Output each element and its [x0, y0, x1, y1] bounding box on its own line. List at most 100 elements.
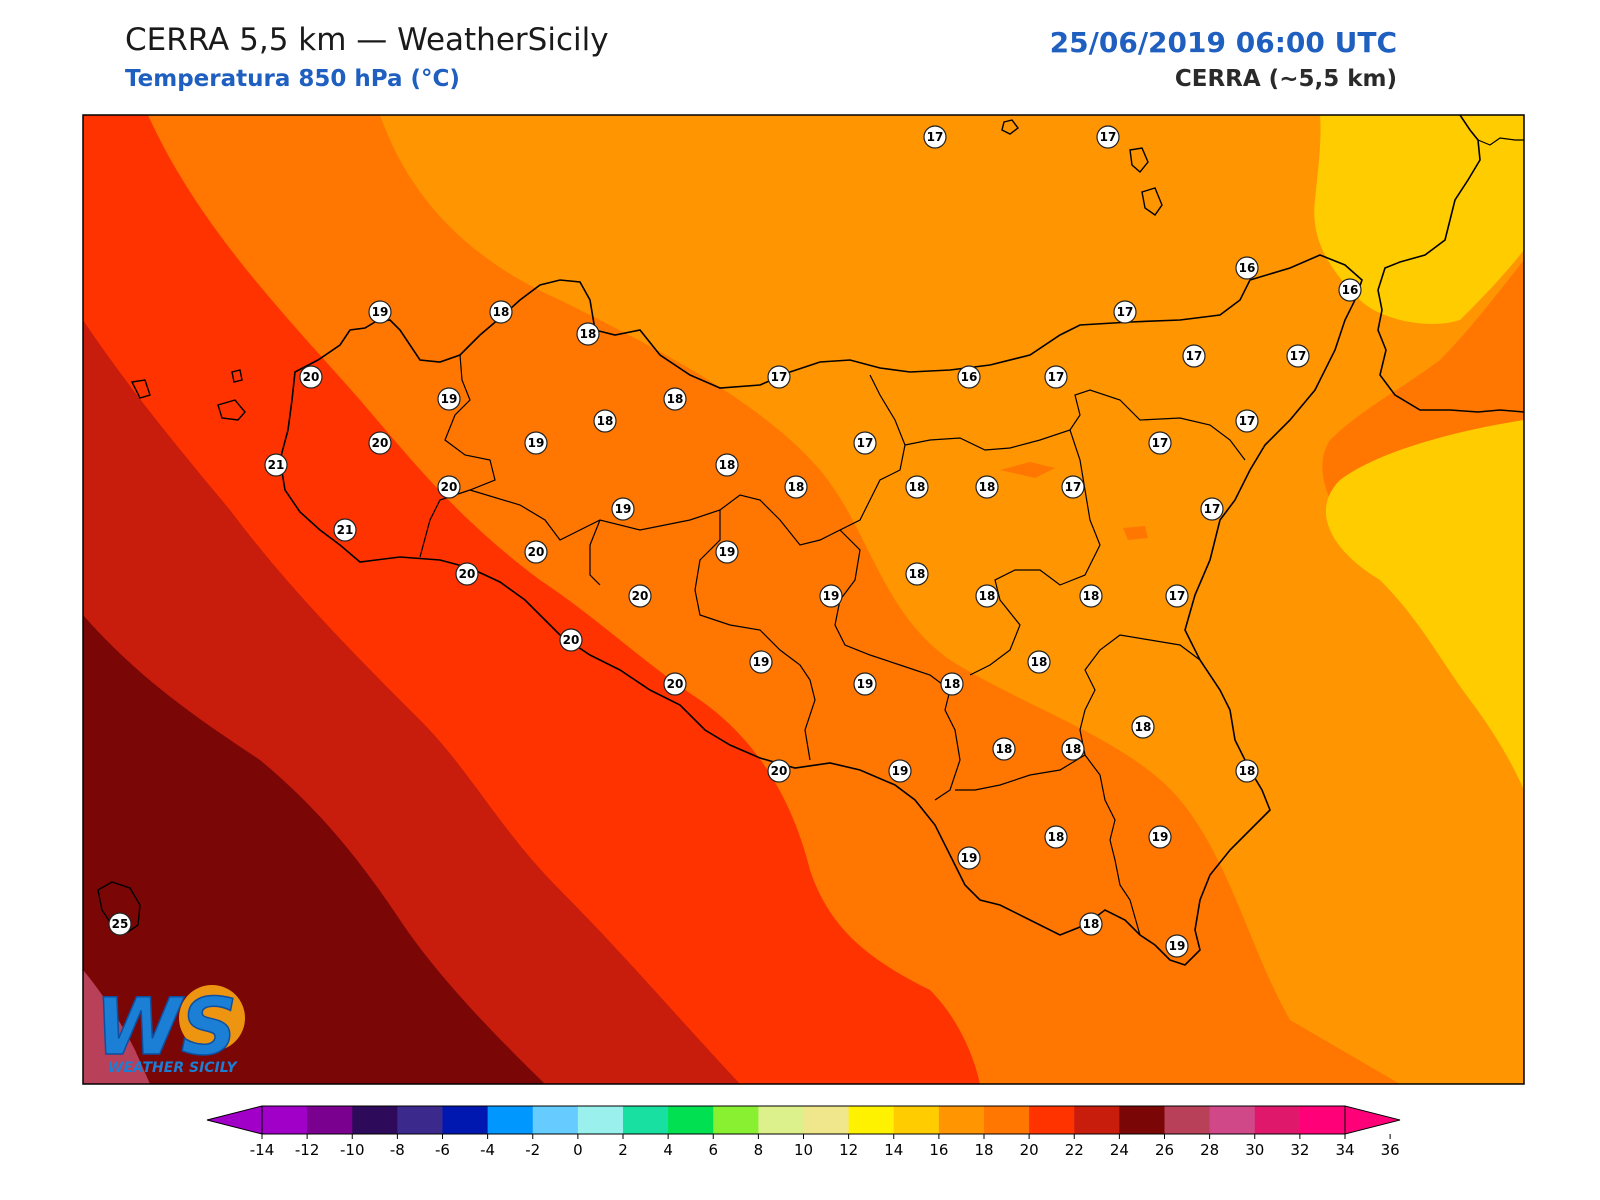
station-circle: [905, 475, 929, 499]
station-marker: 18: [1044, 825, 1068, 849]
station-value: 20: [667, 677, 684, 691]
station-marker: 19: [1165, 934, 1189, 958]
station-marker: 16: [1338, 278, 1362, 302]
station-marker: 18: [905, 562, 929, 586]
station-value: 18: [1048, 830, 1065, 844]
colorbar-tick-label: 32: [1290, 1141, 1309, 1159]
colorbar-tick-label: 34: [1335, 1141, 1354, 1159]
station-marker: 17: [1044, 365, 1068, 389]
sicily-coastline: [279, 254, 1363, 966]
band-28-30: [83, 970, 150, 1084]
station-circle: [1061, 475, 1085, 499]
station-value: 17: [1048, 370, 1065, 384]
station-circle: [1286, 344, 1310, 368]
station-marker: 19: [819, 584, 843, 608]
station-marker: 18: [992, 737, 1016, 761]
station-value: 18: [1239, 764, 1256, 778]
colorbar-tick-label: 2: [618, 1141, 628, 1159]
colorbar-segment: [397, 1106, 443, 1134]
colorbar-min-arrow: [206, 1105, 263, 1135]
station-marker: 20: [299, 365, 323, 389]
colorbar-segment: [984, 1106, 1030, 1134]
colorbar-tick-label: -2: [525, 1141, 540, 1159]
station-value: 17: [1239, 414, 1256, 428]
station-marker: 20: [455, 562, 479, 586]
station-marker: 16: [1235, 256, 1259, 280]
station-value: 18: [667, 392, 684, 406]
colorbar-tick-label: -14: [250, 1141, 275, 1159]
colorbar-segment: [532, 1106, 579, 1134]
station-value: 19: [528, 436, 545, 450]
station-circle: [264, 453, 288, 477]
station-value: 20: [441, 480, 458, 494]
colorbar-tick-label: -10: [340, 1141, 365, 1159]
station-circle: [1044, 825, 1068, 849]
station-circle: [437, 475, 461, 499]
station-circle: [1148, 431, 1172, 455]
colorbar-tick-label: 30: [1245, 1141, 1264, 1159]
colorbar-tick-label: 24: [1110, 1141, 1129, 1159]
colorbar-tick-label: -8: [390, 1141, 405, 1159]
station-value: 17: [1290, 349, 1307, 363]
logo-sun-icon: [179, 985, 245, 1051]
station-value: 19: [857, 677, 874, 691]
colorbar-tick-label: 16: [929, 1141, 948, 1159]
station-circle: [975, 584, 999, 608]
station-marker: 20: [437, 475, 461, 499]
station-value: 19: [823, 589, 840, 603]
station-value: 16: [961, 370, 978, 384]
colorbar-tick-label: 10: [794, 1141, 813, 1159]
colorbar-segment: [713, 1106, 759, 1134]
colorbar-tick-label: 22: [1065, 1141, 1084, 1159]
station-marker: 25: [108, 912, 132, 936]
station-value: 20: [563, 633, 580, 647]
colorbar-segment: [1164, 1106, 1211, 1134]
station-value: 18: [597, 414, 614, 428]
station-value: 20: [528, 545, 545, 559]
station-value: 17: [1169, 589, 1186, 603]
station-value: 19: [615, 502, 632, 516]
station-circle: [611, 497, 635, 521]
station-marker: 19: [1148, 825, 1172, 849]
station-marker: 18: [975, 475, 999, 499]
station-circle: [576, 322, 600, 346]
station-marker: 18: [576, 322, 600, 346]
station-circle: [853, 431, 877, 455]
band-26-28: [83, 615, 545, 1084]
station-marker: 17: [1096, 125, 1120, 149]
station-circle: [628, 584, 652, 608]
temperature-map: [83, 115, 1524, 1084]
model-label: CERRA (~5,5 km): [1174, 66, 1397, 92]
station-circle: [1027, 650, 1051, 674]
calabria-coastline: [1377, 115, 1524, 413]
station-circle: [715, 540, 739, 564]
station-circle: [715, 453, 739, 477]
station-circle: [489, 300, 513, 324]
logo-tagline: WEATHER SICILY: [108, 1060, 239, 1076]
station-circle: [663, 672, 687, 696]
station-circle: [784, 475, 808, 499]
colorbar-tick-label: 20: [1020, 1141, 1039, 1159]
station-circle: [559, 628, 583, 652]
station-circle: [992, 737, 1016, 761]
station-value: 18: [909, 567, 926, 581]
station-circle: [437, 387, 461, 411]
station-circle: [819, 584, 843, 608]
island-aeolian-2: [1129, 147, 1149, 174]
logo-letters: WS: [95, 983, 237, 1073]
band-16-18-south: [1325, 420, 1524, 790]
station-marker: 21: [333, 518, 357, 542]
station-value: 18: [1135, 720, 1152, 734]
station-value: 19: [961, 851, 978, 865]
colorbar-segment: [1254, 1106, 1301, 1134]
station-value: 17: [1186, 349, 1203, 363]
station-circle: [1079, 912, 1103, 936]
station-circle: [368, 431, 392, 455]
weathersicily-logo: WS WEATHER SICILY: [94, 982, 245, 1076]
station-marker: 19: [715, 540, 739, 564]
station-value: 17: [1152, 436, 1169, 450]
map-frame: [82, 114, 1525, 1085]
station-marker: 18: [593, 409, 617, 433]
station-circle: [1131, 715, 1155, 739]
colorbar-tick-label: 12: [839, 1141, 858, 1159]
